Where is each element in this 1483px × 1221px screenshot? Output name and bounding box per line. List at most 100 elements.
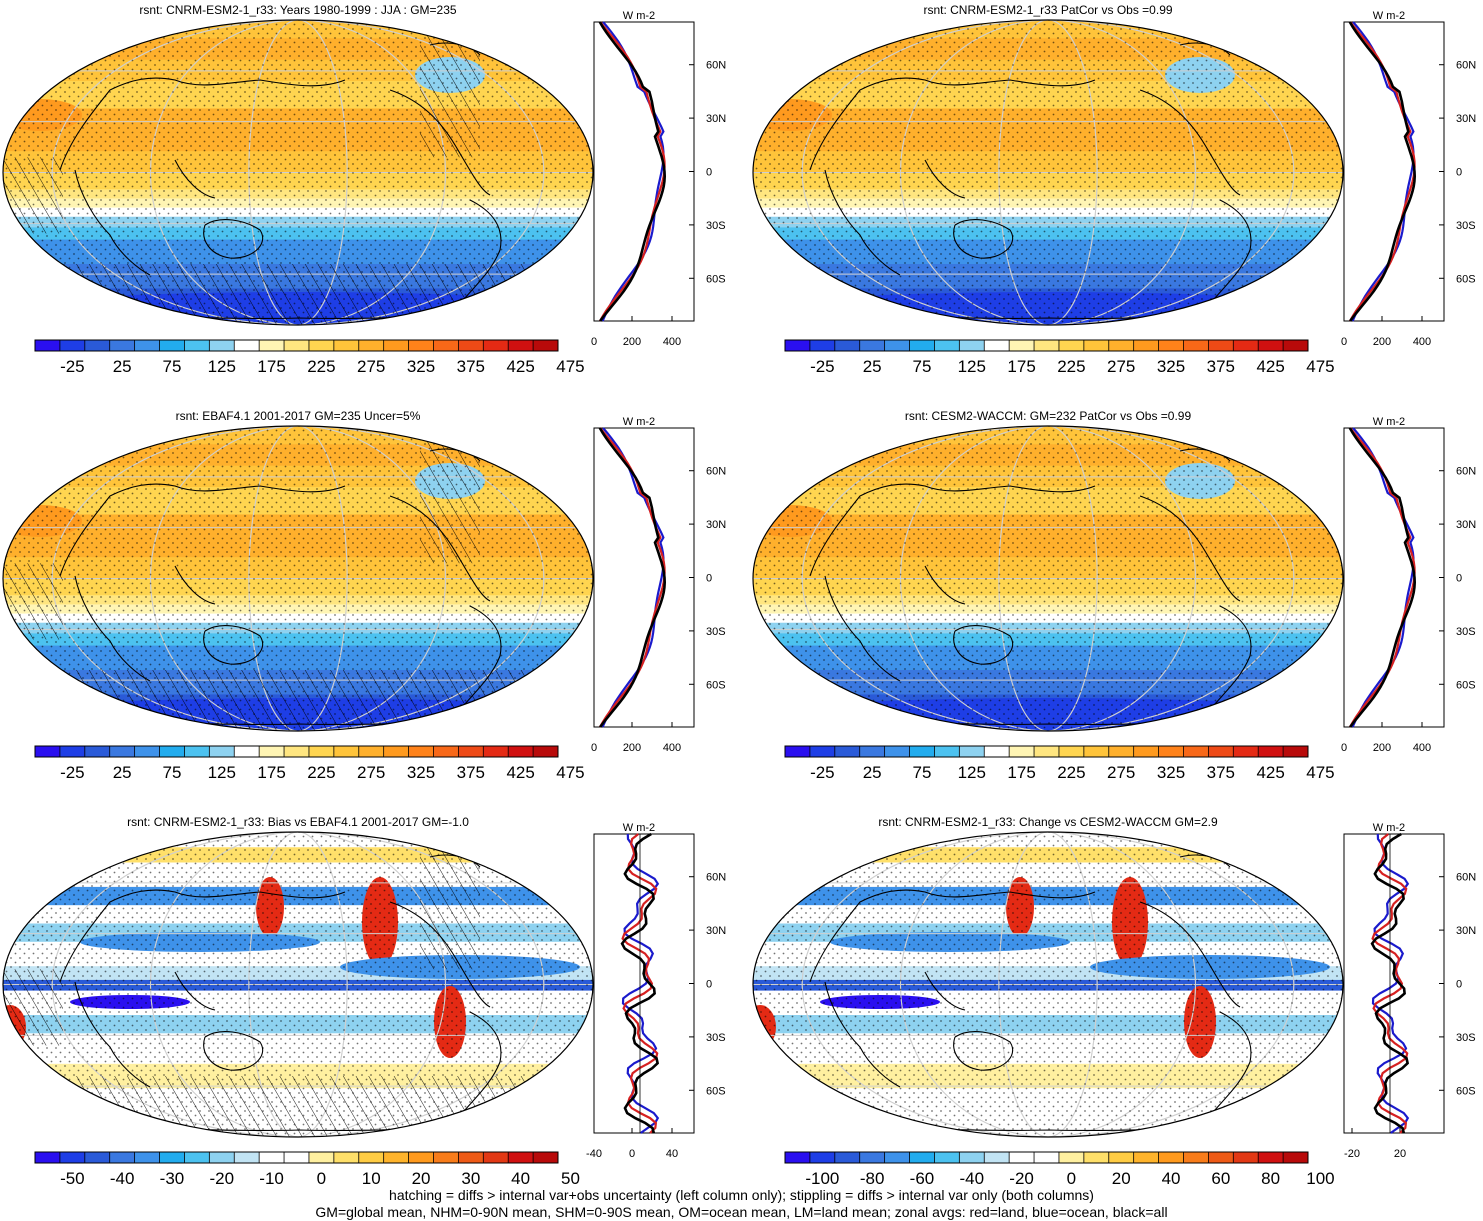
colorbar-swatch (259, 746, 285, 757)
coastline (203, 625, 263, 665)
colorbar-label: 80 (1261, 1169, 1280, 1188)
colorbar-swatch (1034, 340, 1060, 351)
coastline (824, 981, 901, 1088)
zonal-lat-label: 30N (706, 113, 726, 125)
zonal-plot: W m-2 60N 30N 0 30S 60S 0 200 400 (1341, 416, 1476, 754)
panel-p1: rsnt: CNRM-ESM2-1_r33: Years 1980-1999 :… (2, 3, 726, 376)
colorbar-label: 0 (1067, 1169, 1076, 1188)
colorbar-swatch (358, 1152, 384, 1163)
colorbar-label: 25 (113, 763, 132, 782)
map-border (2, 19, 594, 326)
hatching-overlay (3, 563, 63, 640)
colorbar-swatch (1208, 1152, 1234, 1163)
coastline (174, 971, 216, 1011)
colorbar-swatch (84, 340, 111, 351)
stippling-overlay (753, 426, 1343, 731)
colorbar-swatch (1183, 1152, 1209, 1163)
colorbar-swatch (934, 340, 960, 351)
colorbar-swatch (284, 746, 310, 757)
colorbar: -25 25 75 125 175 225 275 325 375 425 475 (34, 339, 585, 376)
colorbar-swatch (1233, 340, 1259, 351)
colorbar-swatch (1158, 746, 1184, 757)
coastline (454, 605, 502, 717)
colorbar-label: 75 (913, 763, 932, 782)
colorbar-label: -25 (60, 763, 85, 782)
zonal-lat-label: 30S (1456, 1032, 1476, 1044)
zonal-x-label: 200 (623, 336, 641, 348)
colorbar-swatch (35, 1152, 61, 1163)
colorbar: -25 25 75 125 175 225 275 325 375 425 475 (784, 745, 1335, 782)
colorbar-frame (784, 339, 1309, 352)
coastline (824, 169, 901, 276)
colorbar-swatch (134, 746, 160, 757)
coastline (174, 159, 216, 199)
coastline (74, 169, 151, 276)
coastline (1204, 199, 1252, 311)
colorbar-label: -25 (810, 763, 835, 782)
colorbar-swatch (1034, 746, 1060, 757)
colorbar-swatch (909, 340, 935, 351)
panel-p4: rsnt: CESM2-WACCM: GM=232 PatCor vs Obs … (752, 409, 1476, 782)
zonal-lat-label: 0 (1456, 573, 1462, 585)
coastline (809, 483, 1096, 577)
colorbar-swatch (159, 1152, 185, 1163)
colorbar-swatch (433, 746, 459, 757)
coastline (824, 575, 901, 682)
footer-line-2: GM=global mean, NHM=0-90N mean, SHM=0-90… (315, 1204, 1168, 1220)
colorbar-swatch (333, 746, 360, 757)
coastline (953, 219, 1013, 259)
colorbar-swatch (383, 340, 409, 351)
colorbar-swatch (884, 746, 910, 757)
colorbar-label: 425 (506, 357, 534, 376)
colorbar-label: -40 (110, 1169, 135, 1188)
footer-line-1: hatching = diffs > internal var+obs unce… (389, 1187, 1094, 1203)
colorbar-label: 325 (407, 763, 435, 782)
zonal-ocean-curve (1351, 427, 1415, 728)
colorbar-swatch (1009, 1152, 1035, 1163)
zonal-unit: W m-2 (623, 10, 655, 22)
colorbar-label: -60 (910, 1169, 935, 1188)
colorbar-label: 175 (1007, 357, 1035, 376)
panel-title: rsnt: CNRM-ESM2-1_r33: Change vs CESM2-W… (878, 815, 1218, 829)
zonal-frame (1343, 21, 1445, 322)
zonal-all-curve (598, 21, 667, 322)
coastline (953, 1031, 1013, 1071)
colorbar-label: 50 (561, 1169, 580, 1188)
zonal-x-label: 0 (591, 336, 597, 348)
colorbar-label: 275 (357, 763, 385, 782)
panel-p5: rsnt: CNRM-ESM2-1_r33: Bias vs EBAF4.1 2… (2, 815, 726, 1188)
hatching-overlay (3, 969, 63, 1046)
coastline (174, 565, 216, 605)
colorbar-swatch (859, 1152, 885, 1163)
colorbar-swatch (35, 746, 61, 757)
zonal-frame (593, 427, 695, 728)
colorbar-swatch (1158, 340, 1184, 351)
colorbar-swatch (458, 340, 484, 351)
zonal-unit: W m-2 (1373, 10, 1405, 22)
colorbar-swatch (785, 340, 811, 351)
zonal-x-label: 400 (663, 742, 681, 754)
coastline (59, 889, 346, 983)
hatching-overlay (420, 441, 480, 564)
zonal-x-label: 20 (1394, 1148, 1406, 1160)
colorbar-swatch (284, 1152, 310, 1163)
zonal-lat-label: 0 (706, 573, 712, 585)
colorbar-label: 125 (958, 357, 986, 376)
colorbar-swatch (308, 1152, 335, 1163)
colorbar-swatch (1083, 1152, 1110, 1163)
zonal-frame (593, 833, 695, 1134)
colorbar-label: 475 (556, 763, 584, 782)
colorbar-label: 10 (362, 1169, 381, 1188)
colorbar-swatch (184, 340, 210, 351)
colorbar-swatch (533, 746, 559, 757)
colorbar-label: -40 (959, 1169, 984, 1188)
zonal-all-curve (1348, 21, 1417, 322)
zonal-x-label: 40 (666, 1148, 678, 1160)
colorbar-label: 325 (407, 357, 435, 376)
colorbar-label: 475 (556, 357, 584, 376)
colorbar-swatch (1208, 746, 1234, 757)
hatching-overlay (420, 35, 480, 158)
colorbar-swatch (308, 340, 335, 351)
zonal-frame (593, 21, 695, 322)
colorbar-swatch (184, 746, 210, 757)
